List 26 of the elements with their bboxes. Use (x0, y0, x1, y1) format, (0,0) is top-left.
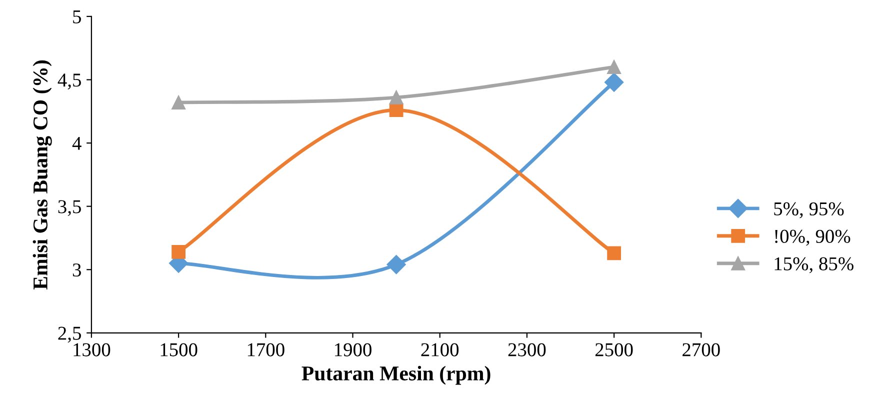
x-tick-label: 1700 (248, 343, 284, 356)
x-tick-label: 1300 (74, 343, 110, 356)
legend-label: 5%, 95% (774, 202, 844, 218)
y-tick-label: 4 (72, 136, 82, 150)
y-tick-label: 2,5 (58, 326, 81, 343)
y-tick-label: 4,5 (58, 74, 81, 90)
x-tick-label: 2100 (421, 343, 459, 356)
point (172, 244, 186, 259)
x-tick-label: 2500 (595, 343, 633, 356)
point (386, 255, 406, 274)
point (607, 60, 621, 74)
x-tick-label: 2300 (508, 343, 546, 356)
point (172, 96, 186, 110)
point (607, 246, 621, 260)
y-tick-label: 3,5 (58, 200, 81, 216)
y-axis-title: Emisi Gas Buang CO (%) (32, 60, 52, 290)
y-tick-label: 5 (73, 10, 81, 24)
x-tick-label: 1500 (160, 343, 198, 356)
point (389, 90, 404, 104)
legend-label: !0%, 90% (775, 230, 850, 246)
point (604, 72, 624, 92)
y-tick-label: 3 (72, 263, 81, 277)
legend-label: 15%, 85% (774, 257, 854, 274)
x-axis-title: Putaran Mesin (rpm) (302, 366, 490, 385)
x-tick-label: 2700 (682, 343, 720, 356)
x-tick-label: 1900 (335, 343, 372, 356)
